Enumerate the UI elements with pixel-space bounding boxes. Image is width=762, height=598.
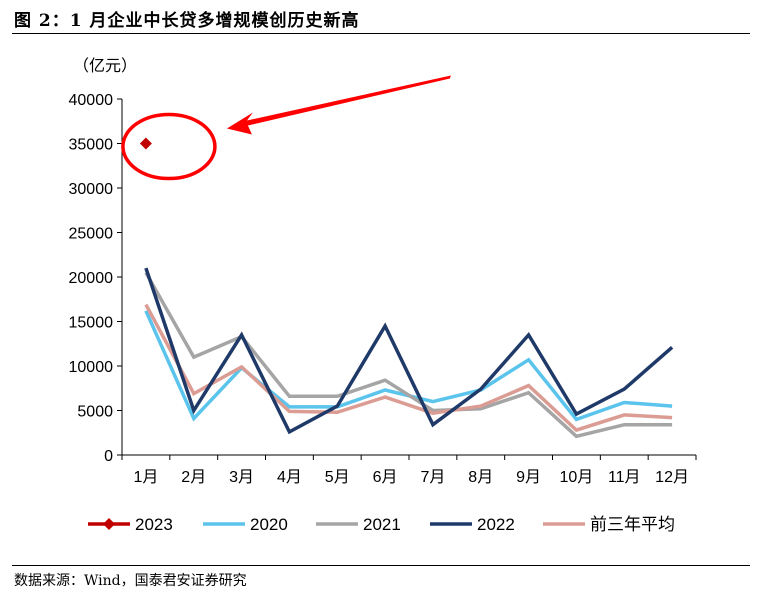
y-tick-label: 15000 <box>69 315 114 332</box>
x-tick-label: 4月 <box>277 469 302 486</box>
y-axis-unit-label: （亿元） <box>73 57 137 75</box>
legend-swatch-marker <box>103 518 115 530</box>
x-tick-label: 10月 <box>560 469 594 486</box>
legend-label: 2021 <box>363 515 401 534</box>
chart-title: 图 2：1 月企业中长贷多增规模创历史新高 <box>14 11 360 31</box>
x-tick-label: 6月 <box>373 469 398 486</box>
y-tick-label: 30000 <box>69 181 114 198</box>
chart-axes: 0 5000 10000 15000 20000 25000 30000 35000 40000… <box>69 57 697 486</box>
y-tick-label: 20000 <box>69 270 114 287</box>
legend-label: 前三年平均 <box>590 515 675 534</box>
data-point-2023 <box>139 137 152 150</box>
series-line-2021 <box>144 271 673 439</box>
callout-arrow <box>226 75 451 135</box>
line-chart: 0 5000 10000 15000 20000 25000 30000 35000 40000… <box>69 57 697 534</box>
legend-label: 2023 <box>135 515 173 534</box>
series-line-前三年平均 <box>144 303 673 433</box>
y-tick-label: 0 <box>104 448 113 465</box>
y-tick-label: 10000 <box>69 359 114 376</box>
y-tick-label: 40000 <box>69 92 114 109</box>
y-tick-label: 25000 <box>69 226 114 243</box>
legend-label: 2020 <box>250 515 288 534</box>
x-tick-label: 1月 <box>133 469 158 486</box>
series-line-2022 <box>144 267 674 435</box>
legend-item-2021: 2021 <box>316 515 401 534</box>
x-tick-label: 12月 <box>655 469 689 486</box>
x-tick-label: 2月 <box>181 469 206 486</box>
legend-label: 2022 <box>477 515 515 534</box>
callout-ellipse <box>121 112 217 181</box>
chart-series <box>139 137 674 439</box>
legend-item-2020: 2020 <box>203 515 288 534</box>
top-rule <box>12 33 750 34</box>
bottom-rule <box>12 565 750 566</box>
x-tick-label: 7月 <box>420 469 445 486</box>
legend-item-前三年平均: 前三年平均 <box>543 515 675 534</box>
series-line-2020 <box>144 310 673 422</box>
chart-legend: 2023 2020 2021 2022 前三年平均 <box>88 515 675 534</box>
x-tick-label: 11月 <box>608 469 641 486</box>
x-tick-label: 5月 <box>325 469 350 486</box>
legend-item-2023: 2023 <box>88 515 173 534</box>
y-tick-label: 35000 <box>69 137 114 154</box>
x-tick-label: 8月 <box>468 469 493 486</box>
y-tick-label: 5000 <box>77 404 113 421</box>
x-tick-label: 3月 <box>229 469 254 486</box>
source-note: 数据来源：Wind，国泰君安证券研究 <box>14 573 247 589</box>
chart-annotation <box>121 75 451 181</box>
x-tick-label: 9月 <box>516 469 541 486</box>
legend-item-2022: 2022 <box>430 515 515 534</box>
